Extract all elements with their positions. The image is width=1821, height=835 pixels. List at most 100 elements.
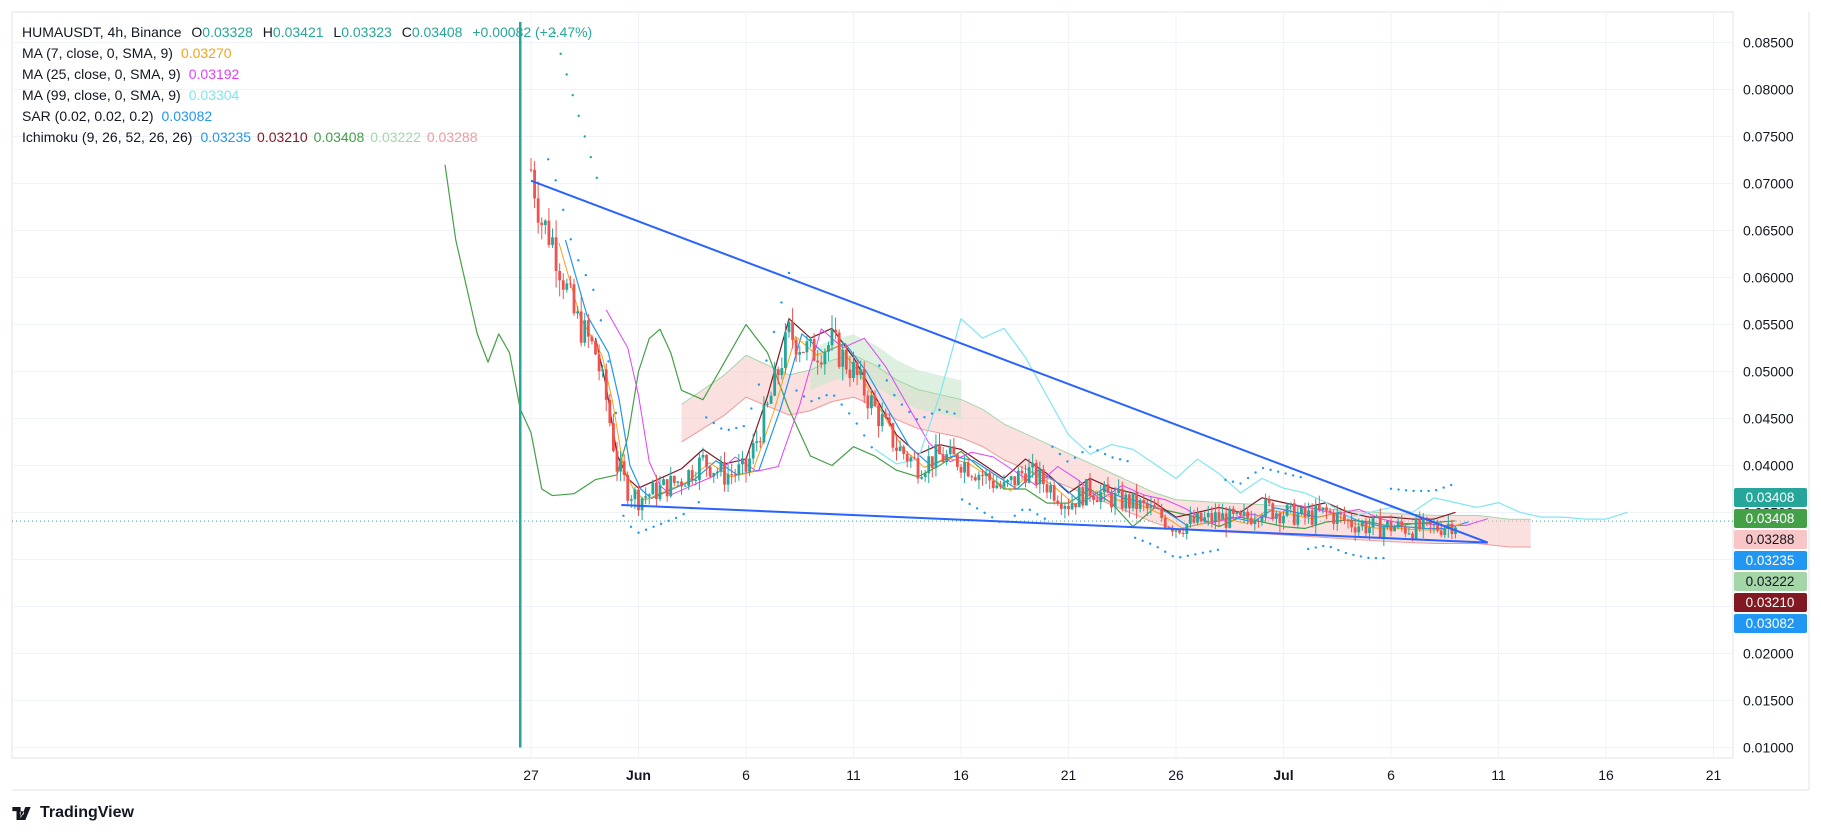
candle-body: [633, 489, 637, 500]
tradingview-logo[interactable]: TradingView: [12, 804, 134, 822]
sar-dot: [1141, 539, 1144, 542]
indicator-row[interactable]: Ichimoku (9, 26, 52, 26, 26) 0.03235 0.032…: [22, 127, 592, 148]
candle-body: [1303, 506, 1307, 517]
chikou-span: [444, 164, 1456, 530]
candle-body: [715, 471, 719, 473]
candle-body: [1393, 527, 1396, 532]
candle-body: [1271, 503, 1275, 519]
sar-dot: [870, 446, 873, 449]
candle-body: [1016, 470, 1020, 486]
sar-dot: [832, 394, 836, 397]
sar-dot: [1344, 551, 1348, 555]
candle-body: [1196, 512, 1199, 523]
sar-dot: [1412, 489, 1415, 493]
candle-body: [662, 479, 665, 486]
sar-dot: [1450, 483, 1453, 487]
candle-body: [1095, 499, 1099, 503]
candle-body: [798, 351, 802, 355]
sar-dot: [787, 271, 791, 275]
sar-dot: [1111, 456, 1114, 459]
candle-body: [905, 453, 909, 462]
candle-body: [1059, 503, 1063, 509]
price-tag: [1734, 572, 1807, 591]
sar-dot: [810, 399, 813, 403]
sar-dot: [1276, 470, 1280, 473]
indicator-row[interactable]: MA (25, close, 0, SMA, 9) 0.03192: [22, 64, 592, 85]
sar-dot: [1126, 459, 1129, 463]
candle-body: [916, 458, 920, 479]
plot-frame: [11, 11, 1734, 759]
candlestick-series: [519, 21, 1457, 748]
candle-body: [622, 461, 626, 475]
ma-99-line: [874, 318, 1628, 520]
sar-dot: [908, 410, 911, 414]
candle-body: [680, 481, 683, 487]
candle-body: [583, 320, 587, 343]
candle-body: [816, 360, 820, 363]
candle-body: [1403, 526, 1407, 534]
sar-dot: [960, 498, 964, 501]
sar-dot: [825, 394, 828, 397]
candle-body: [1145, 503, 1149, 508]
low-label: L: [333, 24, 342, 40]
candle-body: [676, 481, 680, 483]
sar-dot: [1164, 550, 1167, 553]
sar-dot: [1299, 476, 1302, 479]
candle-body: [1163, 517, 1167, 528]
sar-dot: [1322, 544, 1325, 548]
indicator-row[interactable]: MA (7, close, 0, SMA, 9) 0.03270: [22, 43, 592, 64]
candle-body: [1249, 517, 1253, 525]
x-tick-label: Jun: [626, 767, 651, 783]
candle-body: [1214, 512, 1217, 523]
candle-body: [934, 444, 938, 469]
sar-dot: [547, 158, 550, 161]
sar-dot: [1194, 553, 1197, 556]
sar-dot: [930, 412, 934, 415]
candle-body: [913, 457, 916, 459]
candle-body: [1239, 511, 1242, 516]
candle-body: [1389, 520, 1393, 532]
indicator-row[interactable]: SAR (0.02, 0.02, 0.2) 0.03082: [22, 106, 592, 127]
symbol-label[interactable]: HUMAUSDT, 4h, Binance: [22, 24, 182, 40]
candle-body: [1257, 520, 1260, 522]
candle-body: [852, 361, 855, 379]
sar-dots: [547, 31, 1453, 560]
candle-body: [669, 476, 673, 497]
sar-dot: [1066, 460, 1069, 463]
candle-body: [1436, 524, 1439, 531]
price-tag-label: 0.03222: [1746, 574, 1795, 589]
sar-dot: [878, 364, 881, 367]
sar-dot: [622, 514, 625, 517]
candle-body: [1106, 484, 1110, 493]
candle-body: [1156, 508, 1160, 510]
candle-body: [766, 403, 769, 405]
indicator-label: Ichimoku (9, 26, 52, 26, 26): [22, 129, 193, 145]
brand-label: TradingView: [40, 804, 134, 821]
candle-body: [1339, 512, 1343, 515]
indicator-label: SAR (0.02, 0.02, 0.2): [22, 108, 154, 124]
candle-body: [927, 456, 931, 474]
indicator-row[interactable]: MA (99, close, 0, SMA, 9) 0.03304: [22, 85, 592, 106]
candle-body: [791, 322, 794, 340]
x-tick-label: 16: [953, 767, 969, 783]
candle-body: [640, 498, 644, 511]
sar-dot: [945, 410, 949, 413]
candle-body: [930, 456, 934, 469]
candle-body: [1325, 507, 1328, 511]
x-tick-label: Jul: [1273, 767, 1293, 783]
candle-body: [741, 458, 744, 465]
candle-body: [898, 446, 902, 451]
candle-body: [1357, 526, 1361, 533]
candle-body: [923, 473, 927, 478]
candle-body: [1396, 521, 1400, 528]
candle-body: [1124, 494, 1128, 509]
candle-body: [1267, 499, 1271, 504]
candle-body: [1285, 504, 1289, 516]
sar-dot: [893, 393, 896, 397]
candle-body: [1407, 533, 1411, 535]
candle-body: [565, 283, 569, 290]
candle-body: [773, 369, 777, 396]
candle-body: [1332, 512, 1336, 524]
candle-body: [1231, 508, 1235, 514]
